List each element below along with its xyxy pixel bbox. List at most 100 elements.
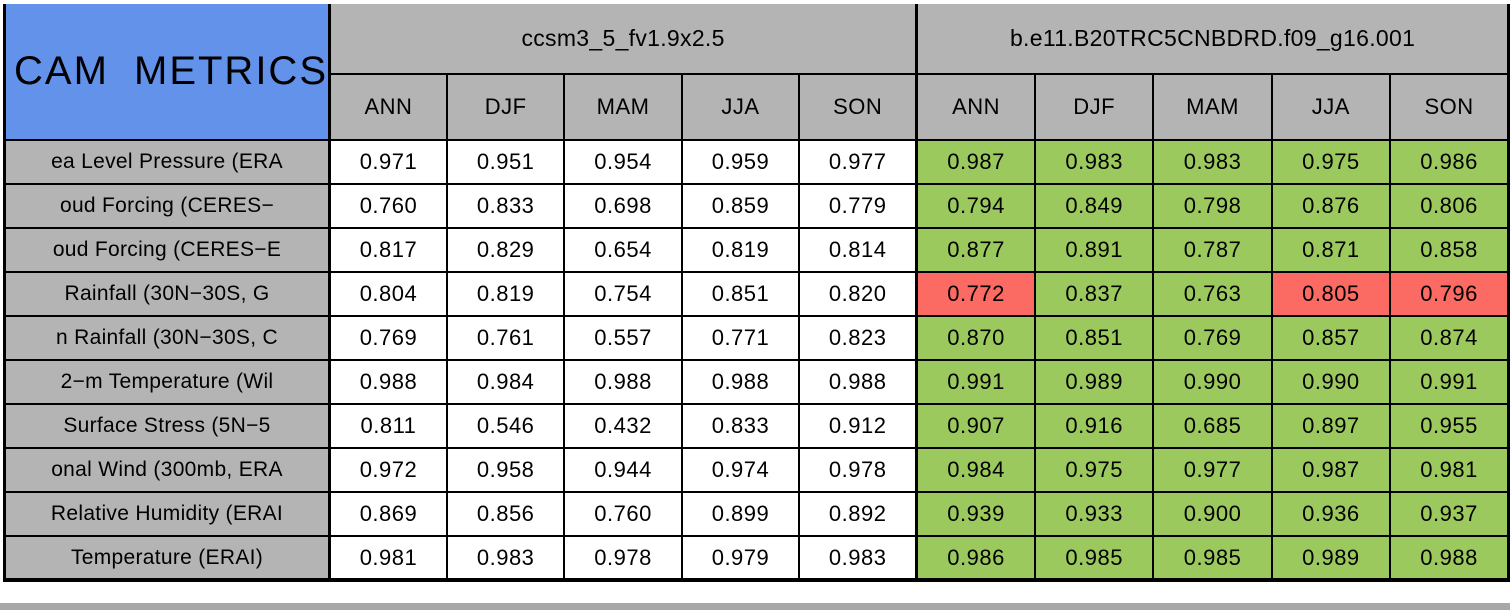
row-label: onal Wind (300mb, ERA <box>3 447 331 493</box>
value-cell-test-worse: 0.796 <box>1389 271 1510 317</box>
value-cell-baseline: 0.819 <box>680 227 801 273</box>
value-cell-baseline: 0.912 <box>798 403 918 449</box>
value-cell-test-better: 0.989 <box>1270 535 1392 582</box>
value-cell-test-better: 0.769 <box>1152 315 1273 361</box>
season-header: JJA <box>680 73 801 141</box>
value-cell-test-better: 0.988 <box>1389 535 1510 582</box>
value-cell-test-better: 0.933 <box>1033 491 1155 537</box>
value-cell-test-better: 0.787 <box>1152 227 1273 273</box>
value-cell-baseline: 0.951 <box>445 139 566 185</box>
value-cell-test-better: 0.977 <box>1152 447 1273 493</box>
table-row: n Rainfall (30N−30S, C 0.769 0.761 0.557 0.7… <box>3 315 1510 361</box>
table-row: 2−m Temperature (Wil 0.988 0.984 0.988 0.988… <box>3 359 1510 405</box>
value-cell-test-better: 0.858 <box>1389 227 1510 273</box>
value-cell-baseline: 0.557 <box>563 315 683 361</box>
value-cell-baseline: 0.760 <box>563 491 683 537</box>
value-cell-baseline: 0.779 <box>798 183 918 229</box>
value-cell-baseline: 0.820 <box>798 271 918 317</box>
value-cell-baseline: 0.988 <box>563 359 683 405</box>
value-cell-test-better: 0.900 <box>1152 491 1273 537</box>
value-cell-test-better: 0.891 <box>1033 227 1155 273</box>
value-cell-test-better: 0.955 <box>1389 403 1510 449</box>
value-cell-test-better: 0.897 <box>1270 403 1392 449</box>
value-cell-test-better: 0.985 <box>1152 535 1273 582</box>
value-cell-test-better: 0.987 <box>1270 447 1392 493</box>
value-cell-test-better: 0.798 <box>1152 183 1273 229</box>
value-cell-baseline: 0.851 <box>680 271 801 317</box>
value-cell-baseline: 0.856 <box>445 491 566 537</box>
table-row: Rainfall (30N−30S, G 0.804 0.819 0.754 0.851… <box>3 271 1510 317</box>
value-cell-test-better: 0.983 <box>1152 139 1273 185</box>
value-cell-baseline: 0.984 <box>445 359 566 405</box>
season-header: MAM <box>563 73 683 141</box>
value-cell-baseline: 0.978 <box>563 535 683 582</box>
value-cell-baseline: 0.817 <box>328 227 448 273</box>
value-cell-baseline: 0.974 <box>680 447 801 493</box>
value-cell-baseline: 0.899 <box>680 491 801 537</box>
value-cell-baseline: 0.771 <box>680 315 801 361</box>
value-cell-baseline: 0.761 <box>445 315 566 361</box>
value-cell-baseline: 0.972 <box>328 447 448 493</box>
value-cell-baseline: 0.829 <box>445 227 566 273</box>
value-cell-test-better: 0.991 <box>1389 359 1510 405</box>
value-cell-baseline: 0.983 <box>798 535 918 582</box>
value-cell-test-better: 0.877 <box>915 227 1037 273</box>
value-cell-baseline: 0.869 <box>328 491 448 537</box>
value-cell-test-better: 0.975 <box>1270 139 1392 185</box>
value-cell-baseline: 0.654 <box>563 227 683 273</box>
table-row: Temperature (ERAI) 0.981 0.983 0.978 0.979 0.… <box>3 535 1510 582</box>
value-cell-test-better: 0.989 <box>1033 359 1155 405</box>
table-row: Surface Stress (5N−5 0.811 0.546 0.432 0.833… <box>3 403 1510 449</box>
season-header: JJA <box>1270 73 1392 141</box>
table-row: ea Level Pressure (ERA 0.971 0.951 0.954 0.9… <box>3 139 1510 185</box>
bottom-strip <box>0 603 1510 610</box>
value-cell-test-better: 0.851 <box>1033 315 1155 361</box>
value-cell-test-better: 0.871 <box>1270 227 1392 273</box>
value-cell-test-better: 0.857 <box>1270 315 1392 361</box>
value-cell-test-better: 0.939 <box>915 491 1037 537</box>
value-cell-test-better: 0.849 <box>1033 183 1155 229</box>
value-cell-baseline: 0.988 <box>680 359 801 405</box>
row-label: Rainfall (30N−30S, G <box>3 271 331 317</box>
value-cell-test-better: 0.991 <box>915 359 1037 405</box>
season-header: SON <box>798 73 918 141</box>
value-cell-test-better: 0.975 <box>1033 447 1155 493</box>
value-cell-test-better: 0.981 <box>1389 447 1510 493</box>
value-cell-baseline: 0.760 <box>328 183 448 229</box>
model-name-test: b.e11.B20TRC5CNBDRD.f09_g16.001 <box>915 4 1510 75</box>
season-header: MAM <box>1152 73 1273 141</box>
value-cell-baseline: 0.892 <box>798 491 918 537</box>
value-cell-baseline: 0.698 <box>563 183 683 229</box>
value-cell-baseline: 0.804 <box>328 271 448 317</box>
value-cell-test-better: 0.876 <box>1270 183 1392 229</box>
row-label: Relative Humidity (ERAI <box>3 491 331 537</box>
value-cell-test-better: 0.907 <box>915 403 1037 449</box>
value-cell-baseline: 0.432 <box>563 403 683 449</box>
table-row: oud Forcing (CERES− 0.760 0.833 0.698 0.859 0… <box>3 183 1510 229</box>
value-cell-test-better: 0.937 <box>1389 491 1510 537</box>
table-row: Relative Humidity (ERAI 0.869 0.856 0.760 0.… <box>3 491 1510 537</box>
value-cell-test-better: 0.794 <box>915 183 1037 229</box>
value-cell-baseline: 0.979 <box>680 535 801 582</box>
model-name-baseline: ccsm3_5_fv1.9x2.5 <box>328 4 918 75</box>
header-row-seasons: ANN DJF MAM JJA SON ANN DJF MAM JJA SON <box>5 73 1510 141</box>
value-cell-test-worse: 0.772 <box>915 271 1037 317</box>
value-cell-test-better: 0.985 <box>1033 535 1155 582</box>
row-label: n Rainfall (30N−30S, C <box>3 315 331 361</box>
value-cell-test-better: 0.874 <box>1389 315 1510 361</box>
value-cell-baseline: 0.978 <box>798 447 918 493</box>
value-cell-baseline: 0.546 <box>445 403 566 449</box>
value-cell-test-better: 0.984 <box>915 447 1037 493</box>
value-cell-baseline: 0.814 <box>798 227 918 273</box>
table-title: CAM METRICS <box>3 4 331 141</box>
value-cell-test-better: 0.806 <box>1389 183 1510 229</box>
value-cell-baseline: 0.977 <box>798 139 918 185</box>
value-cell-baseline: 0.944 <box>563 447 683 493</box>
value-cell-baseline: 0.971 <box>328 139 448 185</box>
value-cell-baseline: 0.859 <box>680 183 801 229</box>
value-cell-baseline: 0.958 <box>445 447 566 493</box>
season-header: DJF <box>445 73 566 141</box>
row-label: Surface Stress (5N−5 <box>3 403 331 449</box>
metrics-table-body: CAM METRICS ccsm3_5_fv1.9x2.5 b.e11.B20T… <box>3 4 1510 582</box>
